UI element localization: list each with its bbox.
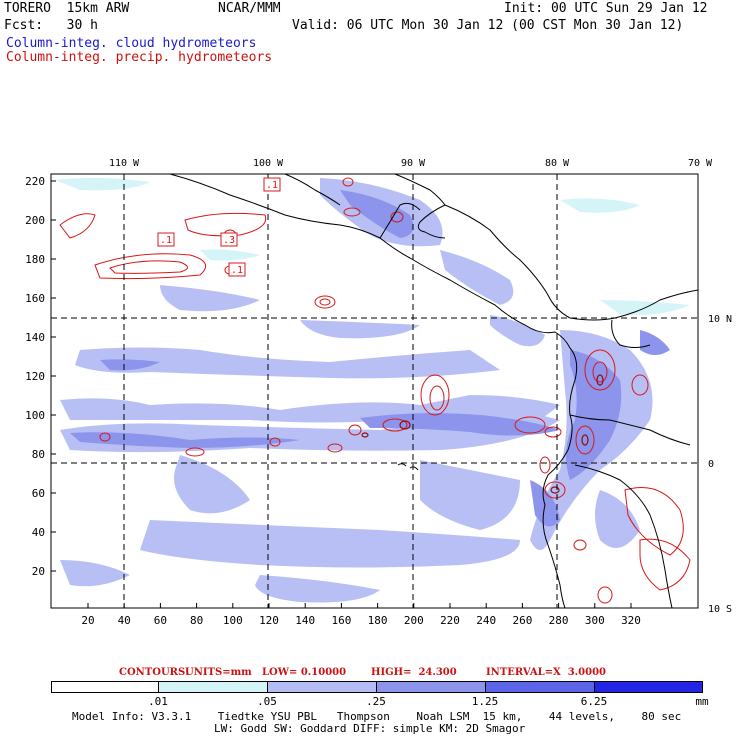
coastlines (169, 174, 698, 608)
x-tick-label: 60 (154, 614, 167, 627)
x-tick-label: 240 (476, 614, 496, 627)
colorbar-segment (485, 681, 595, 693)
colorbar-label: 6.25 (580, 695, 608, 708)
colorbar-label: 1.25 (471, 695, 499, 708)
lon-label: 90 W (401, 158, 426, 169)
cloud-shading (60, 178, 653, 603)
map-frame (50, 173, 699, 609)
y-tick-label: 180 (25, 253, 45, 266)
precip-contours (59, 177, 691, 604)
lon-label: 70 W (688, 158, 713, 169)
organization-label: NCAR/MMM (218, 1, 281, 16)
colorbar-label: .01 (148, 695, 168, 708)
lat-labels: 10 N 0 10 S (708, 314, 732, 615)
y-tick-label: 20 (32, 565, 45, 578)
colorbar-segment (376, 681, 486, 693)
x-tick-labels: 20 40 60 80 100 120 140 160 180 200 220 240 260 280 30… (81, 614, 641, 627)
x-tick-label: 300 (585, 614, 605, 627)
x-tick-label: 140 (295, 614, 315, 627)
contour-low: LOW= 0.10000 (262, 667, 347, 678)
cloud-shading-darker (70, 190, 670, 527)
lon-label: 100 W (253, 158, 284, 169)
x-tick-label: 200 (404, 614, 424, 627)
cloud-shading-light (55, 177, 690, 315)
contour-interval: INTERVAL=X 3.0000 (486, 667, 606, 678)
lat-label: 10 S (708, 604, 732, 615)
y-tick-label: 40 (32, 526, 45, 539)
x-tick-label: 100 (223, 614, 243, 627)
y-tick-label: 60 (32, 487, 45, 500)
precip-contours-dark (361, 374, 604, 494)
colorbar-segment (594, 681, 703, 693)
contour-label: .1 (231, 265, 243, 276)
field-precip-label: Column-integ. precip. hydrometeors (6, 50, 273, 65)
contour-label: .3 (223, 235, 235, 246)
y-tick-label: 160 (25, 292, 45, 305)
x-tick-label: 80 (190, 614, 203, 627)
colorbar-unit: mm (695, 695, 709, 708)
colorbar-segment (267, 681, 377, 693)
init-time: Init: 00 UTC Sun 29 Jan 12 (504, 1, 708, 16)
y-tick-labels: 220 200 180 160 140 120 100 80 60 40 20 (25, 175, 45, 578)
y-tick-label: 80 (32, 448, 45, 461)
x-tick-label: 120 (259, 614, 279, 627)
model-info-line1: Model Info: V3.3.1 Tiedtke YSU PBL Thomp… (72, 710, 682, 723)
contour-label-texts: .1 .1 .3 .1 (160, 180, 278, 276)
x-tick-label: 280 (549, 614, 569, 627)
x-tick-label: 40 (118, 614, 131, 627)
colorbar-label: .25 (366, 695, 386, 708)
y-tick-label: 220 (25, 175, 45, 188)
x-tick-label: 20 (81, 614, 94, 627)
valid-time: Valid: 06 UTC Mon 30 Jan 12 (00 CST Mon … (292, 18, 684, 33)
colorbar-label: .05 (257, 695, 277, 708)
contour-high: HIGH= 24.300 (371, 667, 457, 678)
x-tick-label: 160 (331, 614, 351, 627)
y-tick-label: 120 (25, 370, 45, 383)
model-title: TORERO 15km ARW (4, 1, 130, 16)
lon-label: 80 W (545, 158, 570, 169)
y-tick-label: 200 (25, 214, 45, 227)
lat-lon-grid (51, 174, 698, 608)
x-tick-label: 180 (368, 614, 388, 627)
y-tick-label: 100 (25, 409, 45, 422)
lat-label: 0 (708, 459, 714, 470)
x-tick-label: 220 (440, 614, 460, 627)
forecast-hour: Fcst: 30 h (4, 18, 98, 33)
x-tick-label: 260 (512, 614, 532, 627)
contour-units: UNITS=mm (185, 667, 252, 678)
colorbar-segment (51, 681, 159, 693)
field-cloud-label: Column-integ. cloud hydrometeors (6, 36, 257, 51)
contour-label: .1 (266, 180, 278, 191)
contour-label-title: CONTOURS: (119, 667, 189, 678)
lon-label: 110 W (109, 158, 140, 169)
lat-label: 10 N (708, 314, 732, 325)
y-tick-label: 140 (25, 331, 45, 344)
axis-ticks (51, 180, 632, 608)
x-tick-label: 320 (621, 614, 641, 627)
contour-label: .1 (160, 235, 172, 246)
contour-label-boxes (157, 177, 281, 277)
lon-labels: 110 W 100 W 90 W 80 W 70 W (109, 158, 713, 169)
colorbar-segment (158, 681, 268, 693)
model-info-line2: LW: Godd SW: Goddard DIFF: simple KM: 2D… (214, 722, 526, 735)
